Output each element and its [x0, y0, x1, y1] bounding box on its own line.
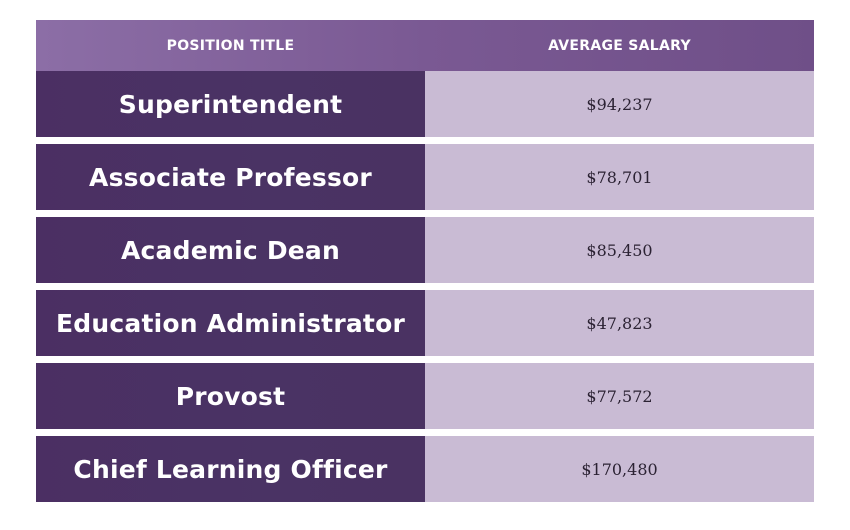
table-row: Provost $77,572: [36, 363, 814, 429]
position-title-cell: Academic Dean: [36, 217, 425, 283]
column-header-average-salary: AVERAGE SALARY: [548, 37, 691, 54]
average-salary-cell: $78,701: [425, 144, 814, 210]
average-salary-cell: $94,237: [425, 71, 814, 137]
salary-table: POSITION TITLE AVERAGE SALARY Superinten…: [36, 20, 814, 502]
position-title-cell: Superintendent: [36, 71, 425, 137]
table-row: Chief Learning Officer $170,480: [36, 436, 814, 502]
table-row: Education Administrator $47,823: [36, 290, 814, 356]
position-title-cell: Provost: [36, 363, 425, 429]
table-header-row: POSITION TITLE AVERAGE SALARY: [36, 20, 814, 71]
average-salary-cell: $47,823: [425, 290, 814, 356]
position-title-cell: Associate Professor: [36, 144, 425, 210]
position-title-cell: Education Administrator: [36, 290, 425, 356]
average-salary-cell: $77,572: [425, 363, 814, 429]
average-salary-cell: $170,480: [425, 436, 814, 502]
table-row: Academic Dean $85,450: [36, 217, 814, 283]
position-title-cell: Chief Learning Officer: [36, 436, 425, 502]
table-row: Superintendent $94,237: [36, 71, 814, 137]
table-row: Associate Professor $78,701: [36, 144, 814, 210]
column-header-position-title: POSITION TITLE: [166, 37, 295, 54]
average-salary-cell: $85,450: [425, 217, 814, 283]
